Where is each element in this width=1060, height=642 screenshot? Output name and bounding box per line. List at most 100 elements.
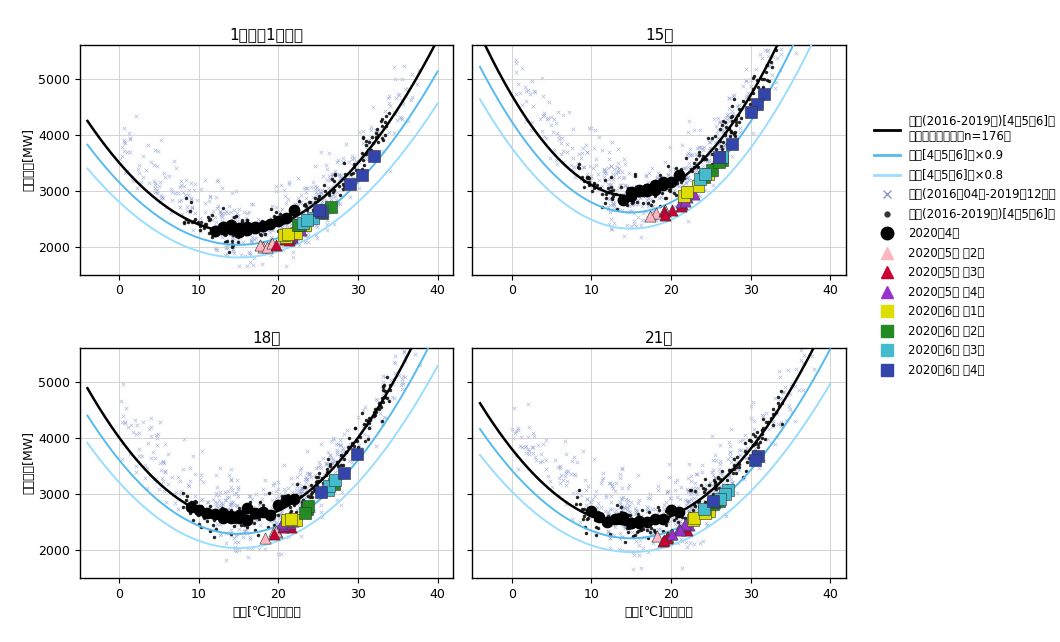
- Point: [619, 483, 636, 494]
- Point: [209, 203, 226, 213]
- Point: [614, 191, 631, 201]
- Point: [219, 208, 236, 218]
- Point: [334, 179, 351, 189]
- Point: [628, 221, 644, 231]
- Point: [594, 181, 611, 191]
- Point: [686, 486, 703, 496]
- Point: [213, 503, 230, 514]
- Point: [589, 185, 606, 195]
- Point: [676, 162, 693, 173]
- Point: [301, 469, 318, 479]
- Point: [320, 171, 337, 181]
- Point: [646, 215, 662, 225]
- Point: [295, 481, 312, 491]
- Point: [358, 153, 375, 164]
- Point: [147, 186, 164, 196]
- Point: [204, 214, 220, 225]
- Point: [357, 436, 374, 446]
- Point: [153, 190, 170, 200]
- Point: [326, 169, 343, 179]
- Point: [286, 213, 303, 223]
- Point: [146, 453, 163, 463]
- Point: [337, 447, 354, 458]
- Point: [625, 550, 642, 560]
- Point: [320, 446, 337, 456]
- Point: [593, 144, 610, 155]
- Point: [328, 457, 345, 467]
- Point: [287, 515, 304, 525]
- Point: [223, 229, 240, 239]
- Point: [384, 392, 401, 402]
- Point: [237, 226, 254, 236]
- Point: [690, 496, 707, 507]
- Point: [640, 492, 657, 503]
- Point: [729, 451, 746, 461]
- Point: [319, 225, 336, 235]
- Point: [700, 134, 717, 144]
- Point: [319, 175, 336, 185]
- Point: [340, 433, 357, 444]
- Point: [714, 478, 731, 489]
- Point: [316, 193, 333, 203]
- Point: [262, 510, 279, 521]
- Point: [170, 473, 187, 483]
- Point: [713, 152, 730, 162]
- Point: [325, 478, 342, 489]
- Point: [300, 231, 317, 241]
- Point: [656, 205, 673, 215]
- Point: [720, 454, 737, 464]
- Point: [696, 512, 713, 523]
- Point: [735, 96, 752, 107]
- Point: [271, 512, 288, 523]
- Point: [725, 462, 742, 472]
- Point: [343, 152, 360, 162]
- Point: [630, 199, 647, 209]
- Point: [182, 496, 199, 507]
- Point: [681, 116, 697, 126]
- Point: [738, 64, 755, 74]
- Point: [585, 178, 602, 189]
- Point: [631, 186, 648, 196]
- Point: [357, 149, 374, 159]
- Point: [334, 445, 351, 455]
- Point: [773, 417, 790, 427]
- Point: [707, 486, 724, 496]
- Point: [626, 530, 643, 540]
- Point: [629, 514, 646, 525]
- Point: [153, 465, 170, 475]
- Point: [622, 187, 639, 198]
- Point: [717, 128, 734, 138]
- Point: [632, 535, 649, 545]
- Point: [718, 123, 735, 133]
- Point: [567, 499, 584, 510]
- Point: [284, 252, 301, 263]
- Point: [114, 379, 131, 390]
- Point: [332, 440, 349, 450]
- Point: [213, 209, 230, 219]
- Point: [356, 402, 373, 412]
- Point: [207, 243, 224, 254]
- Point: [287, 213, 304, 223]
- Point: [247, 233, 264, 243]
- Point: [312, 499, 329, 510]
- Point: [706, 496, 723, 507]
- Point: [207, 226, 224, 236]
- Point: [213, 228, 230, 238]
- Point: [707, 483, 724, 494]
- Point: [604, 185, 621, 195]
- Point: [599, 517, 616, 528]
- Point: [252, 245, 269, 255]
- Point: [638, 195, 655, 205]
- Point: [672, 166, 689, 176]
- Point: [395, 347, 412, 357]
- Point: [141, 178, 158, 189]
- Point: [608, 478, 625, 488]
- Point: [735, 451, 752, 462]
- Point: [250, 214, 267, 225]
- Point: [157, 467, 174, 477]
- Point: [726, 127, 743, 137]
- Point: [714, 120, 731, 130]
- Point: [546, 114, 563, 124]
- Point: [712, 502, 729, 512]
- Point: [618, 188, 635, 198]
